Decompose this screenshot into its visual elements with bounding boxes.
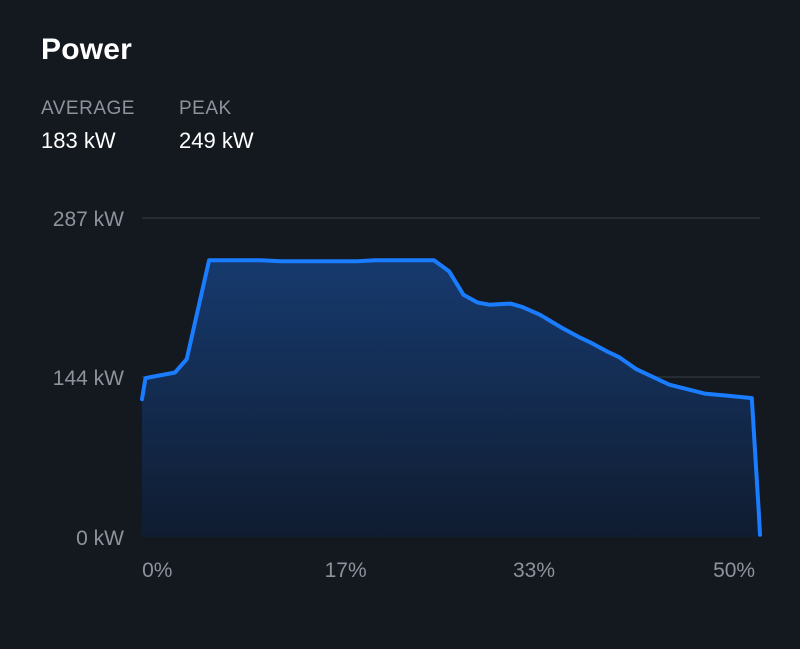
y-axis: 287 kW 144 kW 0 kW — [53, 208, 124, 550]
peak-value: 249 kW — [179, 128, 254, 153]
peak-label: PEAK — [179, 98, 232, 119]
y-tick-label: 287 kW — [53, 208, 124, 231]
chart-area — [140, 258, 762, 537]
average-stat: AVERAGE 183 kW — [41, 98, 135, 154]
x-tick-label: 17% — [325, 559, 367, 582]
x-tick-label: 50% — [713, 559, 755, 582]
x-tick-label: 33% — [513, 559, 555, 582]
x-axis: 0% 17% 33% 50% — [142, 559, 755, 582]
average-label: AVERAGE — [41, 98, 135, 119]
page-title: Power — [41, 33, 133, 66]
y-tick-label: 144 kW — [53, 367, 124, 390]
average-value: 183 kW — [41, 128, 116, 153]
y-tick-label: 0 kW — [76, 527, 124, 550]
power-area-fill — [142, 260, 760, 537]
x-tick-label: 0% — [142, 559, 172, 582]
peak-stat: PEAK 249 kW — [179, 98, 254, 154]
power-series-line — [140, 258, 762, 537]
